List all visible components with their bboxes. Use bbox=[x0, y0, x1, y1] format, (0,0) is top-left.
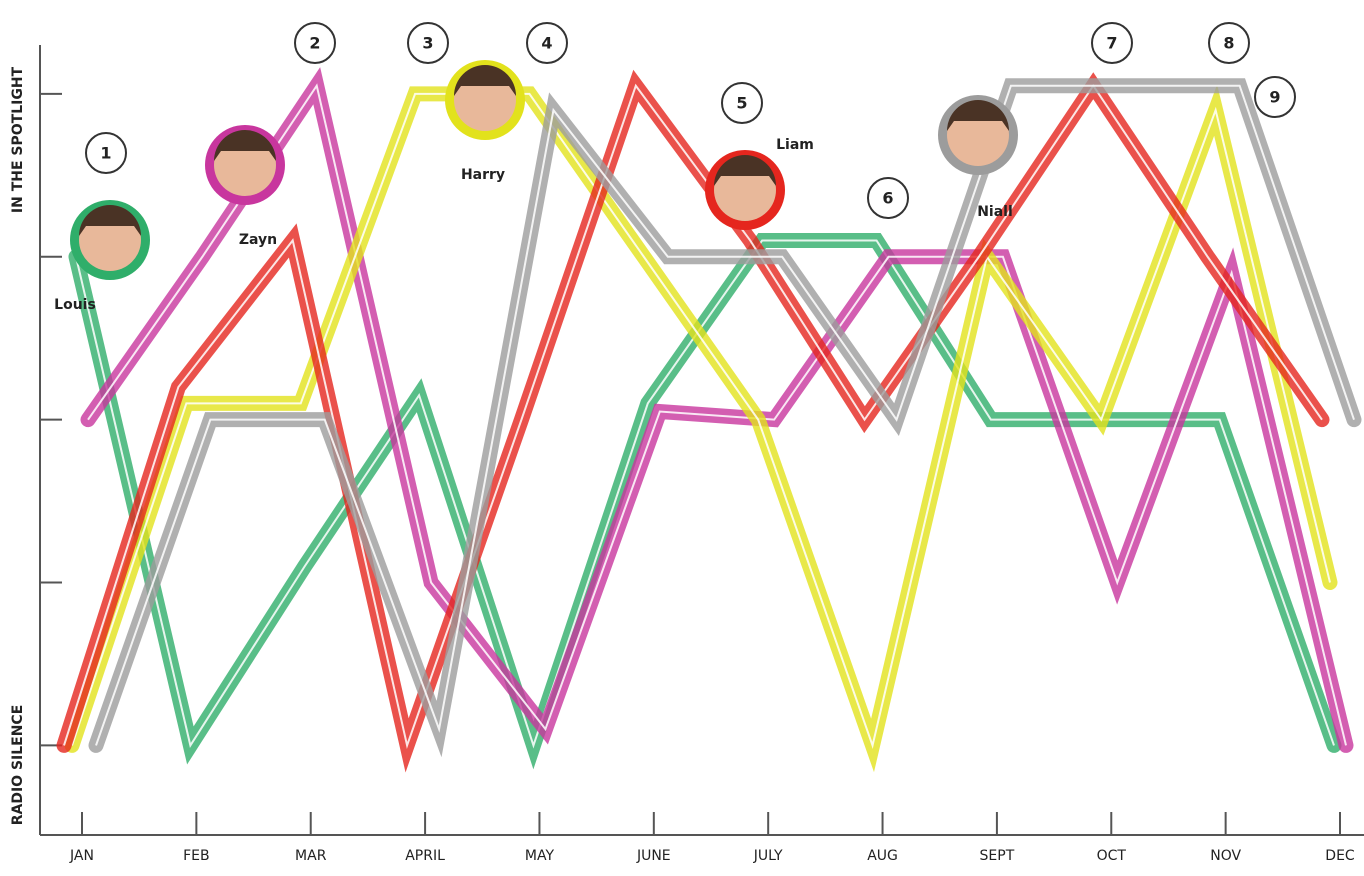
y-label-top: IN THE SPOTLIGHT bbox=[10, 66, 26, 213]
x-tick-label: MAY bbox=[525, 848, 555, 864]
y-label-bottom: RADIO SILENCE bbox=[10, 705, 26, 826]
x-tick-label: SEPT bbox=[980, 848, 1015, 864]
annotation: 7 bbox=[1106, 34, 1117, 53]
chart: IN THE SPOTLIGHT RADIO SILENCE JAN FEB MAR… bbox=[0, 0, 1364, 876]
annotation: 3 bbox=[422, 34, 433, 53]
series-name: Louis bbox=[54, 297, 96, 313]
x-tick-label: DEC bbox=[1325, 848, 1355, 864]
series-name: Liam bbox=[776, 137, 814, 153]
x-tick-label: OCT bbox=[1097, 848, 1127, 864]
annotation: 1 bbox=[100, 144, 111, 163]
series-name: Niall bbox=[977, 204, 1013, 220]
x-tick-label: JUNE bbox=[636, 848, 671, 864]
annotation: 8 bbox=[1223, 34, 1234, 53]
x-tick-label: AUG bbox=[867, 848, 898, 864]
series-name: Harry bbox=[461, 167, 505, 183]
annotation: 4 bbox=[541, 34, 552, 53]
annotation: 6 bbox=[882, 189, 893, 208]
annotation: 2 bbox=[309, 34, 320, 53]
x-tick-label: NOV bbox=[1210, 848, 1241, 864]
x-tick-label: FEB bbox=[183, 848, 210, 864]
x-tick-label: JAN bbox=[69, 848, 94, 864]
annotation: 9 bbox=[1269, 88, 1280, 107]
x-tick-label: APRIL bbox=[405, 848, 445, 864]
series-name: Zayn bbox=[239, 232, 277, 248]
x-tick-label: MAR bbox=[295, 848, 327, 864]
annotation: 5 bbox=[736, 94, 747, 113]
x-tick-label: JULY bbox=[753, 848, 783, 864]
